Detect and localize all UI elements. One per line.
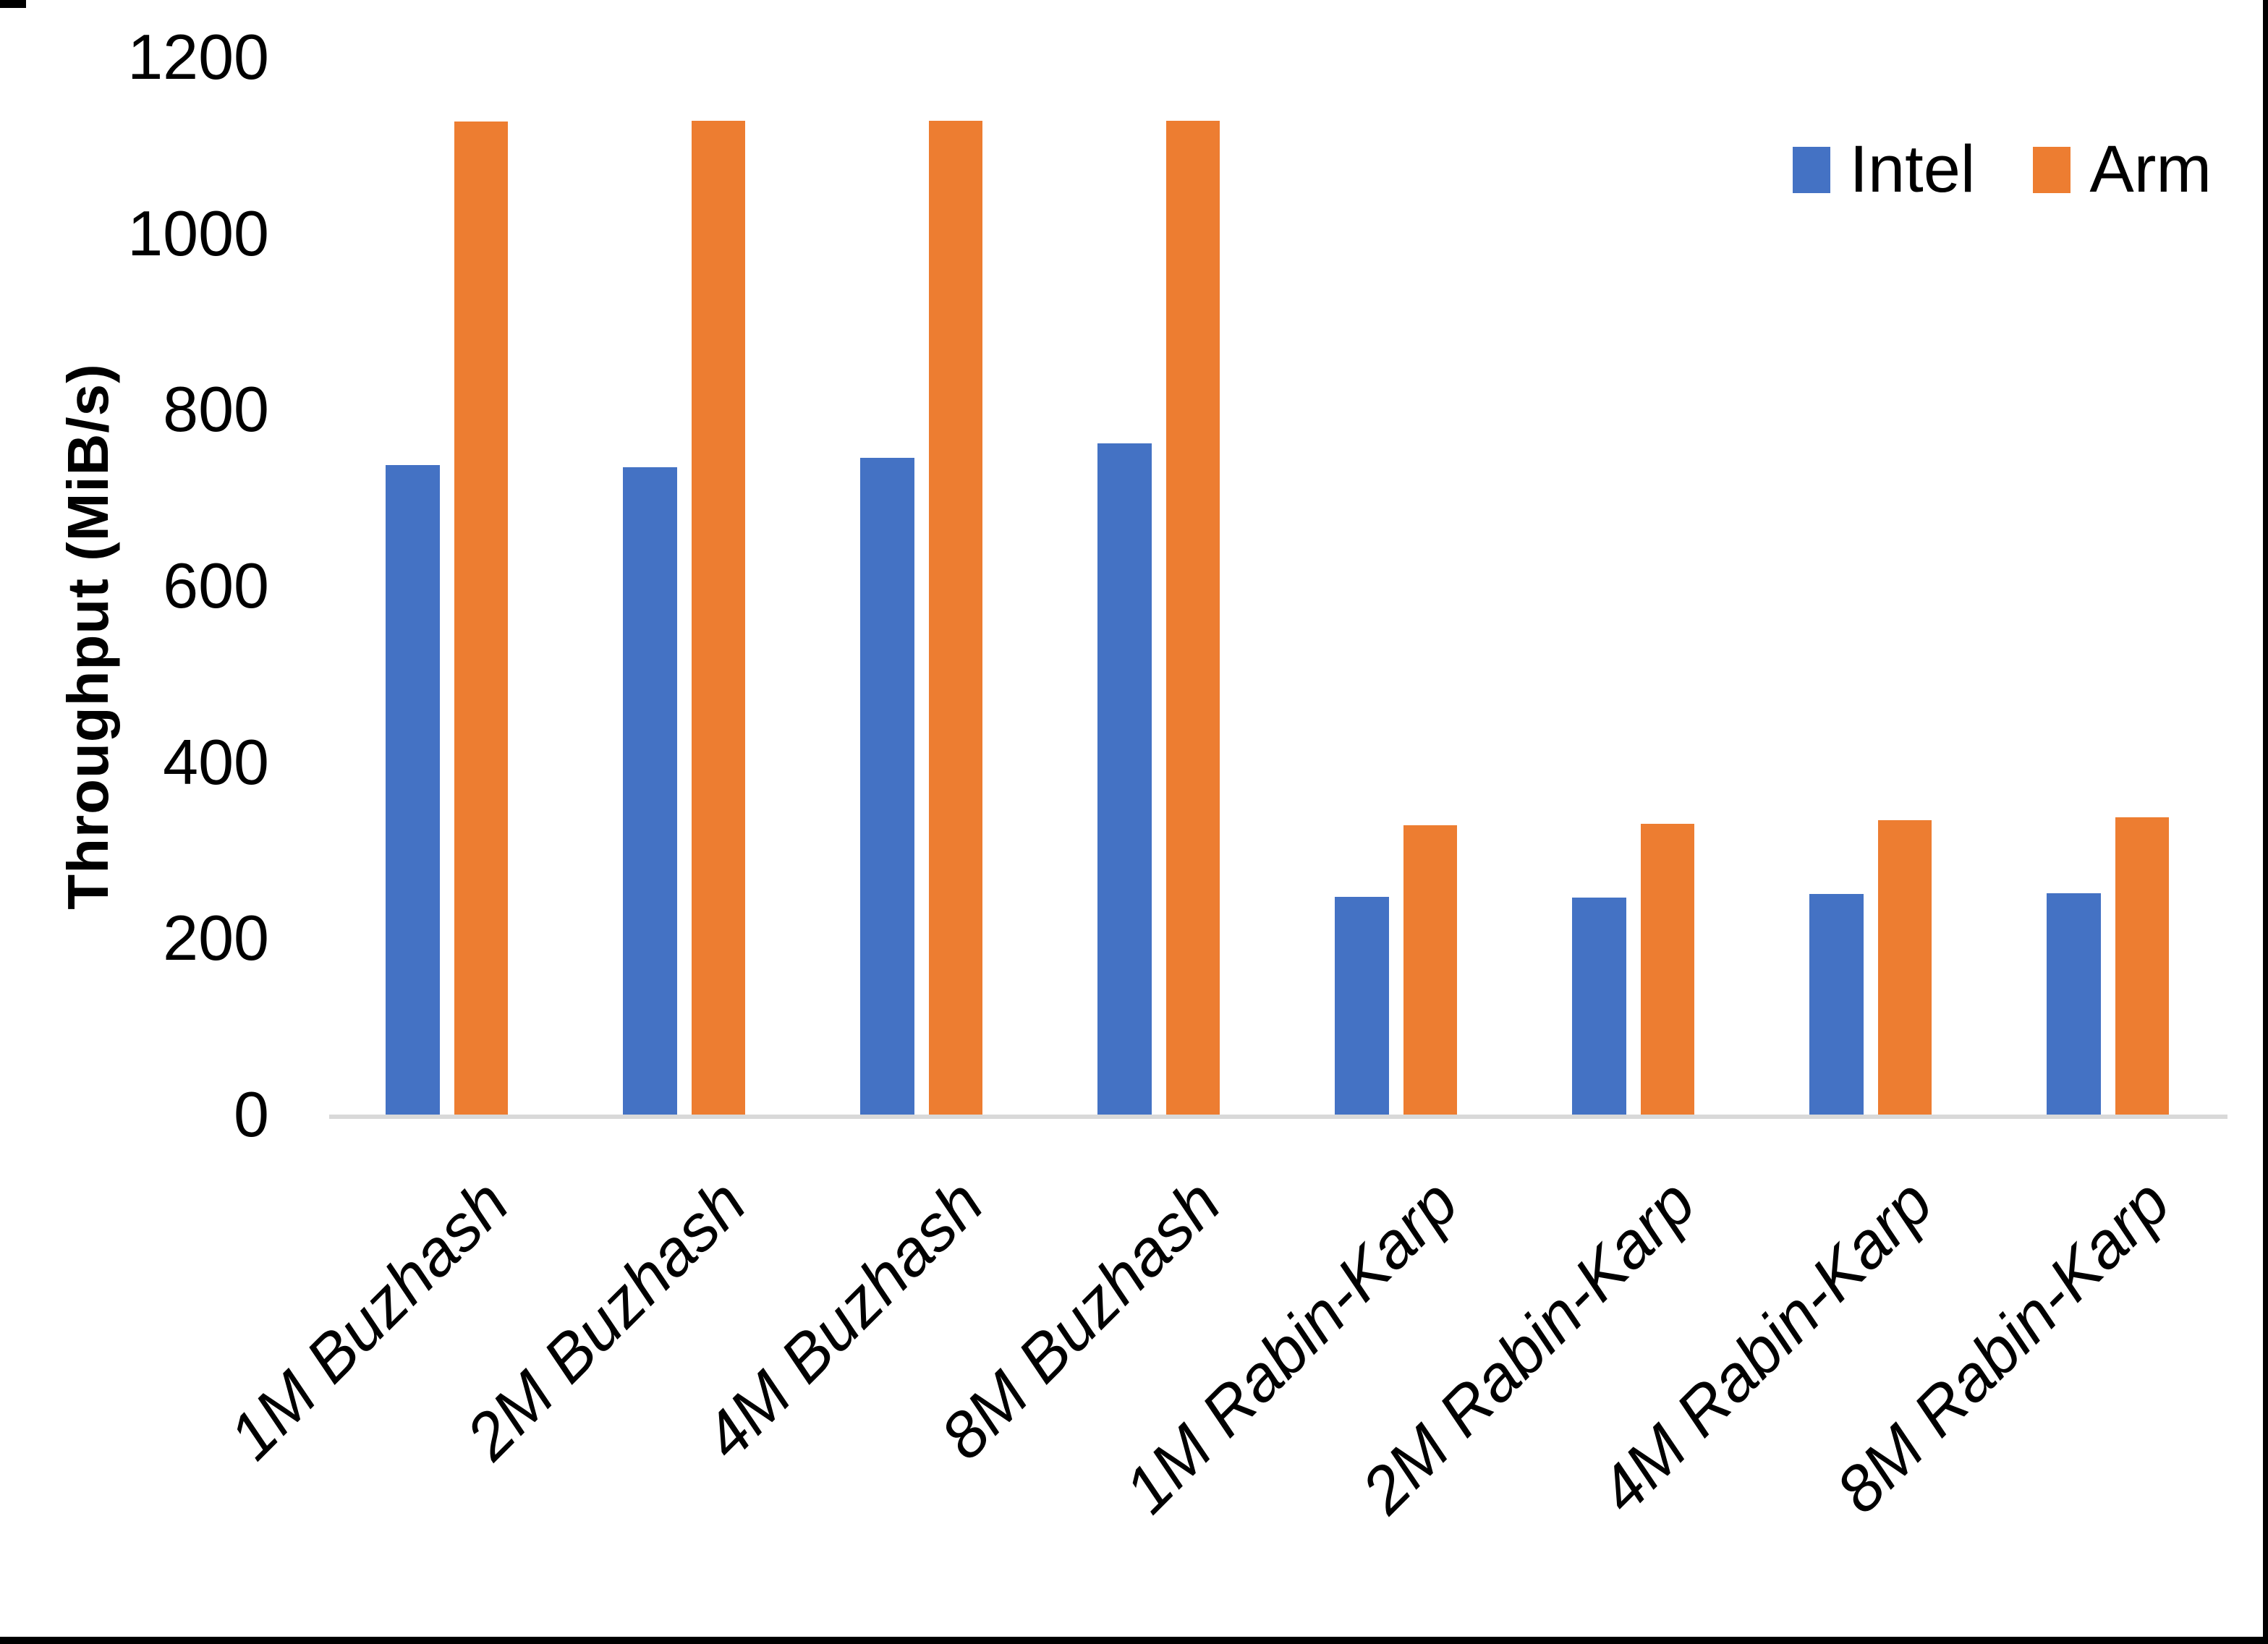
x-axis-line xyxy=(329,1115,2227,1119)
bar-arm-1m-buzhash xyxy=(454,122,508,1115)
legend-swatch-arm xyxy=(2033,146,2071,193)
bar-arm-1m-rabin-karp xyxy=(1403,825,1457,1115)
y-tick-0: 0 xyxy=(234,1078,269,1150)
y-tick-1000: 1000 xyxy=(127,197,269,269)
legend-item-intel: Intel xyxy=(1793,132,1975,208)
y-tick-1200: 1200 xyxy=(127,21,269,93)
bar-arm-8m-rabin-karp xyxy=(2115,817,2169,1115)
bar-intel-8m-rabin-karp xyxy=(2047,893,2101,1115)
bar-intel-8m-buzhash xyxy=(1097,443,1152,1115)
bar-arm-4m-rabin-karp xyxy=(1878,820,1932,1115)
legend-label-intel: Intel xyxy=(1849,132,1976,206)
x-label-1m-buzhash: 1M Buzhash xyxy=(215,1166,523,1474)
bar-arm-2m-rabin-karp xyxy=(1641,824,1694,1115)
bar-intel-2m-buzhash xyxy=(623,467,677,1115)
bottom-border xyxy=(0,1637,2268,1644)
bar-intel-2m-rabin-karp xyxy=(1572,898,1626,1115)
bar-arm-4m-buzhash xyxy=(929,121,982,1115)
y-tick-400: 400 xyxy=(163,725,269,798)
y-tick-600: 600 xyxy=(163,550,269,621)
y-tick-800: 800 xyxy=(163,373,269,446)
legend: Intel Arm xyxy=(1793,132,2212,208)
right-border xyxy=(2263,0,2268,1644)
top-left-border-mark xyxy=(0,0,26,8)
bar-intel-1m-rabin-karp xyxy=(1335,897,1389,1115)
legend-item-arm: Arm xyxy=(2033,132,2212,208)
bar-intel-4m-buzhash xyxy=(860,458,914,1115)
legend-swatch-intel xyxy=(1793,146,1831,193)
legend-label-arm: Arm xyxy=(2089,132,2212,206)
bar-intel-4m-rabin-karp xyxy=(1809,894,1864,1115)
bar-intel-1m-buzhash xyxy=(386,465,440,1115)
y-tick-200: 200 xyxy=(163,902,269,974)
bar-arm-2m-buzhash xyxy=(692,121,745,1115)
bar-arm-8m-buzhash xyxy=(1166,121,1220,1115)
